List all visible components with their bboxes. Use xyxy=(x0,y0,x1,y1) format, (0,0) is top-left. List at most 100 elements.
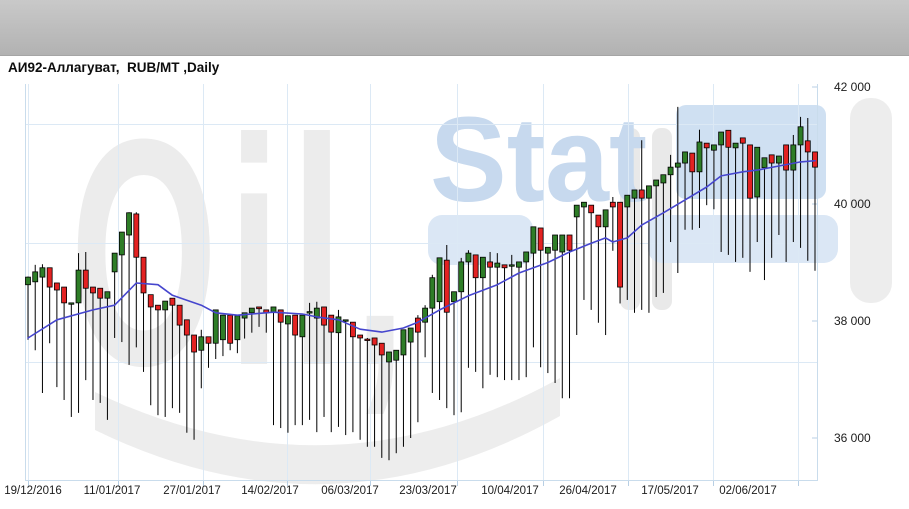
candle[interactable] xyxy=(552,234,558,251)
candle[interactable] xyxy=(335,316,342,334)
candle[interactable] xyxy=(400,329,407,356)
candle[interactable] xyxy=(451,291,457,303)
candle[interactable] xyxy=(256,306,262,310)
candle[interactable] xyxy=(566,234,573,251)
candle[interactable] xyxy=(711,144,717,151)
candle[interactable] xyxy=(458,261,465,293)
candle[interactable] xyxy=(768,154,775,164)
candle[interactable] xyxy=(638,189,645,199)
candle[interactable] xyxy=(248,307,255,314)
candle[interactable] xyxy=(689,152,696,173)
candle[interactable] xyxy=(429,277,436,309)
candle[interactable] xyxy=(516,261,522,268)
candle[interactable] xyxy=(761,157,768,169)
candle[interactable] xyxy=(436,257,443,303)
candle[interactable] xyxy=(155,304,161,311)
candle[interactable] xyxy=(732,142,739,149)
candle[interactable] xyxy=(494,262,501,268)
candle[interactable] xyxy=(537,227,544,251)
candle[interactable] xyxy=(501,264,508,269)
candle[interactable] xyxy=(674,162,681,168)
candle[interactable] xyxy=(32,271,39,283)
candle[interactable] xyxy=(775,155,782,164)
candle[interactable] xyxy=(407,327,414,343)
candle[interactable] xyxy=(393,349,400,361)
candle[interactable] xyxy=(508,264,515,267)
candle[interactable] xyxy=(176,304,183,326)
candle[interactable] xyxy=(595,214,602,228)
candle[interactable] xyxy=(797,126,804,146)
candle[interactable] xyxy=(660,174,667,184)
candle[interactable] xyxy=(364,338,371,341)
candle[interactable] xyxy=(350,321,356,338)
candle[interactable] xyxy=(653,179,660,187)
candle[interactable] xyxy=(61,286,68,304)
candle[interactable] xyxy=(39,267,46,278)
candle[interactable] xyxy=(133,213,140,258)
candle[interactable] xyxy=(234,315,241,341)
candle[interactable] xyxy=(443,259,450,313)
candle[interactable] xyxy=(581,201,587,208)
candle[interactable] xyxy=(169,297,176,306)
candle[interactable] xyxy=(609,201,616,208)
candle[interactable] xyxy=(75,269,82,304)
candle[interactable] xyxy=(386,351,392,363)
candle[interactable] xyxy=(82,269,89,289)
candle[interactable] xyxy=(104,291,111,299)
candle[interactable] xyxy=(754,146,761,198)
candle[interactable] xyxy=(573,204,580,218)
candle[interactable] xyxy=(479,256,486,279)
candle[interactable] xyxy=(147,294,154,308)
candle[interactable] xyxy=(682,151,688,164)
candle[interactable] xyxy=(465,252,472,263)
candle[interactable] xyxy=(191,334,197,353)
candle[interactable] xyxy=(487,261,493,268)
candle[interactable] xyxy=(602,209,609,228)
candle[interactable] xyxy=(812,151,818,168)
candle[interactable] xyxy=(523,251,530,263)
candle[interactable] xyxy=(292,314,299,336)
candle[interactable] xyxy=(718,131,725,146)
candle[interactable] xyxy=(725,129,732,148)
candle[interactable] xyxy=(25,276,31,286)
candle[interactable] xyxy=(285,315,291,325)
candle[interactable] xyxy=(783,144,790,171)
candle[interactable] xyxy=(111,252,118,273)
candlestick-chart[interactable] xyxy=(25,84,818,488)
candle[interactable] xyxy=(790,144,797,171)
candle[interactable] xyxy=(277,309,284,323)
candle[interactable] xyxy=(183,319,190,336)
candle[interactable] xyxy=(646,185,652,199)
candle[interactable] xyxy=(212,309,219,344)
candle[interactable] xyxy=(140,256,147,294)
candle[interactable] xyxy=(414,317,421,333)
candle[interactable] xyxy=(126,212,132,236)
candle[interactable] xyxy=(313,307,320,319)
candle[interactable] xyxy=(68,302,75,305)
candle[interactable] xyxy=(118,231,125,256)
candle[interactable] xyxy=(342,319,349,322)
candle[interactable] xyxy=(357,334,364,339)
candle[interactable] xyxy=(667,166,674,176)
candle[interactable] xyxy=(205,336,212,344)
candle[interactable] xyxy=(321,306,327,326)
candle[interactable] xyxy=(46,267,53,288)
candle[interactable] xyxy=(696,141,703,173)
candle[interactable] xyxy=(378,342,385,356)
candle[interactable] xyxy=(162,300,169,311)
candle[interactable] xyxy=(472,254,479,279)
candle[interactable] xyxy=(299,314,306,338)
candle[interactable] xyxy=(544,246,551,254)
candle[interactable] xyxy=(739,137,746,144)
candle[interactable] xyxy=(371,337,378,346)
candle[interactable] xyxy=(90,286,96,294)
candle[interactable] xyxy=(617,201,623,288)
candle[interactable] xyxy=(624,194,631,208)
candle[interactable] xyxy=(631,189,638,199)
candle[interactable] xyxy=(53,282,60,291)
candle[interactable] xyxy=(422,307,429,323)
candle[interactable] xyxy=(220,314,226,341)
candle[interactable] xyxy=(306,311,313,314)
candle[interactable] xyxy=(559,234,566,253)
candle[interactable] xyxy=(198,336,205,351)
